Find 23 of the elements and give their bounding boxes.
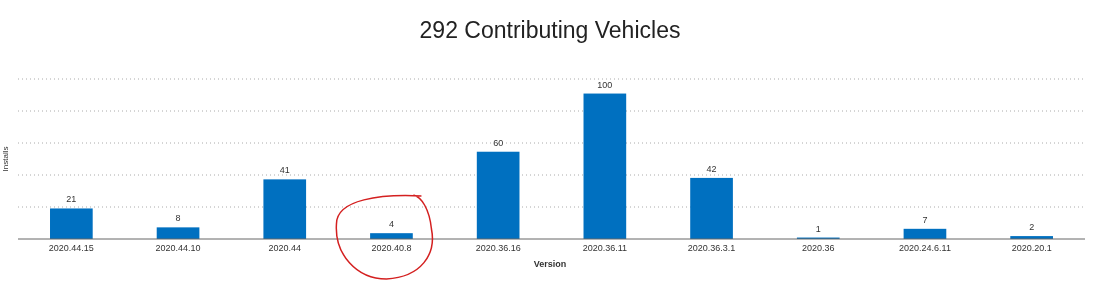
x-tick-label: 2020.36.11 bbox=[582, 243, 628, 253]
data-label: 7 bbox=[922, 214, 928, 225]
x-tick-label: 2020.20.1 bbox=[1011, 243, 1052, 253]
x-tick-label: 2020.36.3.1 bbox=[687, 243, 736, 253]
x-tick-label: 2020.44 bbox=[268, 243, 302, 253]
data-label: 4 bbox=[388, 219, 394, 230]
x-tick-label: 2020.40.8 bbox=[371, 243, 412, 253]
chart-title: 292 Contributing Vehicles bbox=[419, 17, 681, 43]
data-label: 41 bbox=[279, 165, 290, 176]
data-label: 1 bbox=[815, 223, 821, 234]
data-label: 21 bbox=[66, 194, 77, 205]
y-axis-title: Installs bbox=[1, 146, 10, 172]
x-tick-label: 2020.44.10 bbox=[155, 243, 201, 253]
x-tick-label: 2020.36 bbox=[801, 243, 835, 253]
x-tick-label: 2020.36.16 bbox=[475, 243, 521, 253]
x-tick-label: 2020.44.15 bbox=[48, 243, 94, 253]
x-tick-label: 2020.24.6.11 bbox=[899, 243, 951, 253]
data-label: 42 bbox=[706, 163, 717, 174]
data-label: 2 bbox=[1029, 222, 1035, 233]
data-label: 60 bbox=[493, 137, 504, 148]
x-axis-title: Version bbox=[533, 259, 567, 269]
data-label: 8 bbox=[175, 213, 181, 224]
data-label: 100 bbox=[597, 79, 613, 90]
